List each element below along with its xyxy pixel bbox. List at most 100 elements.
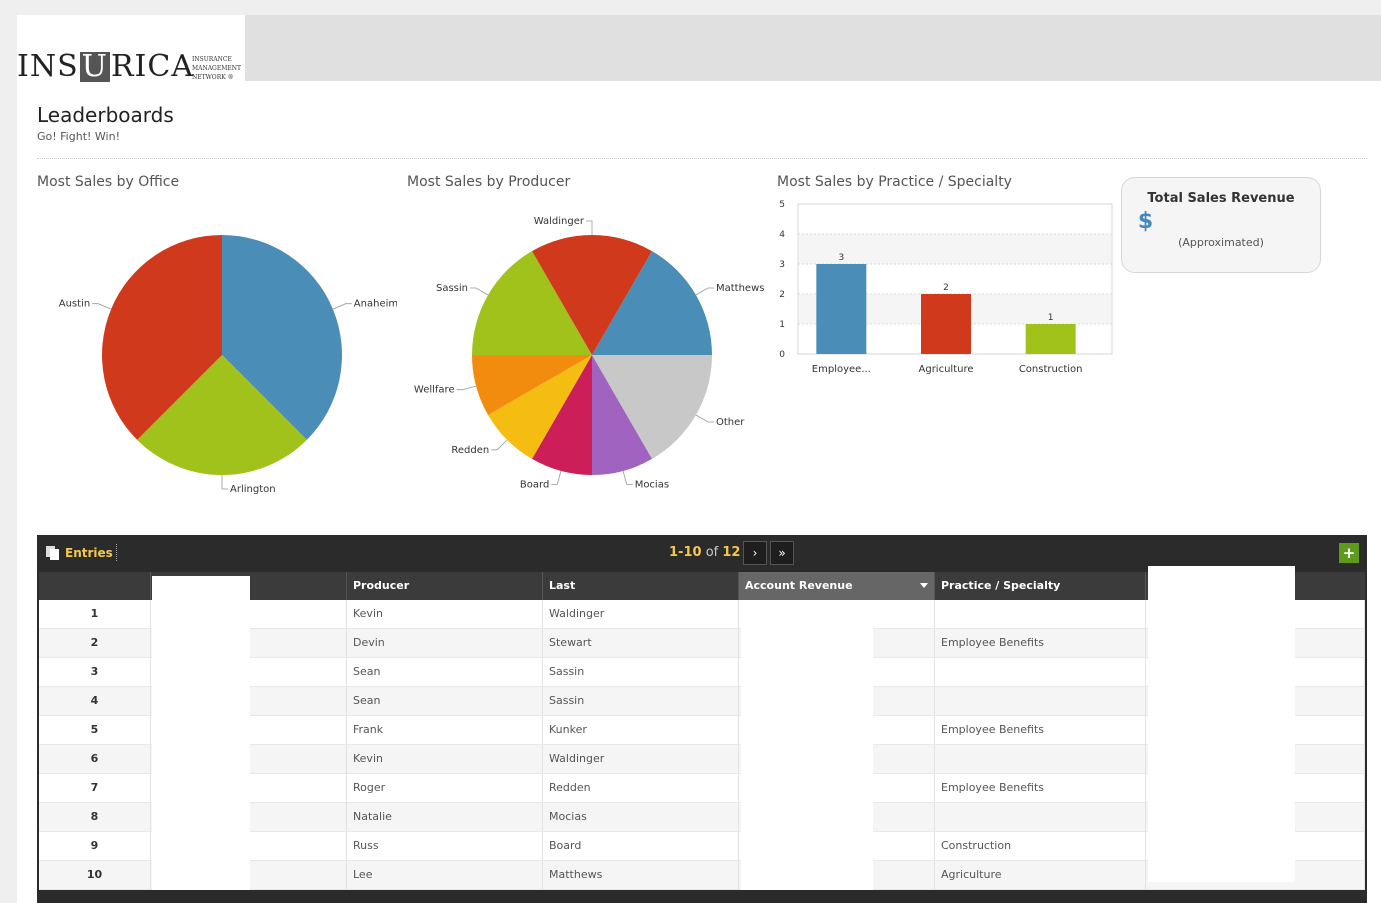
column-header-account-revenue[interactable]: Account Revenue <box>739 572 935 600</box>
add-entry-button[interactable]: + <box>1339 543 1359 563</box>
table-row[interactable]: 6 Kevin Waldinger <box>39 745 1365 774</box>
extra-cell <box>1146 774 1365 802</box>
practice-bar-chart: 0 1 2 3 4 5 3 Employee... 2 Agriculture 1 Construct… <box>779 200 1113 375</box>
double-chevron-right-icon: » <box>778 546 786 560</box>
table-row[interactable]: 5 Frank Kunker Employee Benefits <box>39 716 1365 745</box>
pie-slice-anaheim[interactable] <box>222 235 342 440</box>
account-revenue-cell <box>739 745 935 773</box>
last-name-cell: Sassin <box>543 687 739 715</box>
y-tick-label: 1 <box>779 320 785 330</box>
logo-sub-line: INSURANCE <box>192 56 232 63</box>
logo-sub-line: MANAGEMENT <box>192 65 242 72</box>
column-header-blank[interactable] <box>151 572 347 600</box>
y-tick-label: 4 <box>779 230 785 240</box>
bar-agriculture[interactable] <box>921 294 971 354</box>
grid-footer <box>37 890 1367 903</box>
pie-slice-mocias[interactable] <box>592 355 652 475</box>
practice-cell <box>935 658 1146 686</box>
row-index-cell: 10 <box>39 861 151 889</box>
logo-subtext: INSURANCE MANAGEMENT NETWORK ® <box>192 55 241 82</box>
column-header-practice[interactable]: Practice / Specialty <box>935 572 1146 600</box>
grid-header-row: Producer Last Account Revenue Practice /… <box>39 572 1365 600</box>
last-page-button[interactable]: » <box>770 541 794 565</box>
next-page-button[interactable]: › <box>743 541 767 565</box>
column-header-producer[interactable]: Producer <box>347 572 543 600</box>
row-blank-cell <box>151 629 347 657</box>
account-revenue-cell <box>739 600 935 628</box>
pie-slice-other[interactable] <box>592 355 712 459</box>
pie-slice-austin[interactable] <box>102 235 222 440</box>
pie-slice-waldinger[interactable] <box>532 235 652 355</box>
bar-employee-[interactable] <box>816 264 867 354</box>
last-name-cell: Waldinger <box>543 600 739 628</box>
row-blank-cell <box>151 803 347 831</box>
extra-cell <box>1146 861 1365 889</box>
logo-sub-line: NETWORK ® <box>192 74 234 81</box>
last-name-cell: Board <box>543 832 739 860</box>
table-row[interactable]: 1 Kevin Waldinger <box>39 600 1365 629</box>
x-category-label: Construction <box>1019 364 1083 375</box>
sort-descending-icon[interactable] <box>920 583 928 588</box>
row-blank-cell <box>151 745 347 773</box>
last-name-cell: Stewart <box>543 629 739 657</box>
pie-label: Redden <box>451 445 489 456</box>
practice-cell: Employee Benefits <box>935 716 1146 744</box>
table-row[interactable]: 2 Devin Stewart Employee Benefits <box>39 629 1365 658</box>
producer-pie-chart: Matthews Other Mocias Board Redden Wellfare Sa… <box>414 216 765 490</box>
row-index-cell: 7 <box>39 774 151 802</box>
redacted-revenue-column <box>741 600 873 890</box>
logo[interactable]: INS U RICA INSURANCE MANAGEMENT NETWORK ® <box>17 15 245 82</box>
pie-label: Arlington <box>230 484 276 495</box>
row-index-cell: 4 <box>39 687 151 715</box>
pie-leader-line <box>695 287 714 296</box>
pie-slice-redden[interactable] <box>488 355 592 459</box>
divider <box>37 158 1367 159</box>
row-blank-cell <box>151 774 347 802</box>
pie-slice-matthews[interactable] <box>592 251 712 355</box>
table-row[interactable]: 8 Natalie Mocias <box>39 803 1365 832</box>
pie-leader-line <box>551 470 562 485</box>
pie-slice-arlington[interactable] <box>137 355 307 475</box>
revenue-title: Total Sales Revenue <box>1147 191 1295 206</box>
table-row[interactable]: 7 Roger Redden Employee Benefits <box>39 774 1365 803</box>
revenue-value: $ <box>1122 209 1320 235</box>
pie-label: Sassin <box>436 283 468 294</box>
bar-construction[interactable] <box>1025 324 1076 354</box>
account-revenue-cell <box>739 687 935 715</box>
practice-cell <box>935 600 1146 628</box>
x-category-label: Employee... <box>812 364 871 375</box>
pie-slice-wellfare[interactable] <box>472 355 592 415</box>
practice-cell: Employee Benefits <box>935 629 1146 657</box>
table-row[interactable]: 4 Sean Sassin <box>39 687 1365 716</box>
producer-cell: Lee <box>347 861 543 889</box>
y-tick-label: 0 <box>779 350 785 360</box>
last-name-cell: Kunker <box>543 716 739 744</box>
grid-toolbar: Entries 1-10 of 12 › » + <box>37 535 1367 572</box>
account-revenue-cell <box>739 832 935 860</box>
table-row[interactable]: 9 Russ Board Construction <box>39 832 1365 861</box>
pie-leader-line <box>92 303 112 310</box>
row-blank-cell <box>151 861 347 889</box>
column-header-index <box>39 572 151 600</box>
chevron-right-icon: › <box>752 546 758 560</box>
extra-cell <box>1146 600 1365 628</box>
practice-cell: Construction <box>935 832 1146 860</box>
pager-total: 12 <box>722 545 741 560</box>
pager-range: 1-10 <box>669 545 702 560</box>
entries-grid: Entries 1-10 of 12 › » + Producer Last A… <box>37 535 1367 903</box>
column-header-last[interactable]: Last <box>543 572 739 600</box>
account-revenue-cell <box>739 861 935 889</box>
x-category-label: Agriculture <box>919 364 974 375</box>
table-row[interactable]: 10 Lee Matthews Agriculture <box>39 861 1365 890</box>
pie-slice-board[interactable] <box>532 355 592 475</box>
row-blank-cell <box>151 658 347 686</box>
row-index-cell: 2 <box>39 629 151 657</box>
total-revenue-card: Total Sales Revenue $ (Approximated) <box>1121 177 1321 273</box>
row-index-cell: 1 <box>39 600 151 628</box>
y-tick-label: 5 <box>779 200 785 210</box>
row-index-cell: 5 <box>39 716 151 744</box>
table-row[interactable]: 3 Sean Sassin <box>39 658 1365 687</box>
pie-slice-sassin[interactable] <box>472 251 592 355</box>
grid-band <box>799 234 1111 264</box>
account-revenue-cell <box>739 803 935 831</box>
